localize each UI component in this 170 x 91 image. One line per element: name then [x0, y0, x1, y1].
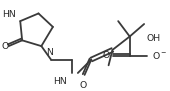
Text: HN: HN	[2, 10, 15, 19]
Text: O: O	[1, 42, 8, 51]
Text: O$^-$: O$^-$	[152, 50, 167, 61]
Text: HN: HN	[54, 77, 67, 86]
Text: O: O	[79, 81, 86, 90]
Text: O: O	[102, 51, 109, 60]
Text: N: N	[46, 48, 53, 57]
Text: OH: OH	[147, 34, 161, 43]
